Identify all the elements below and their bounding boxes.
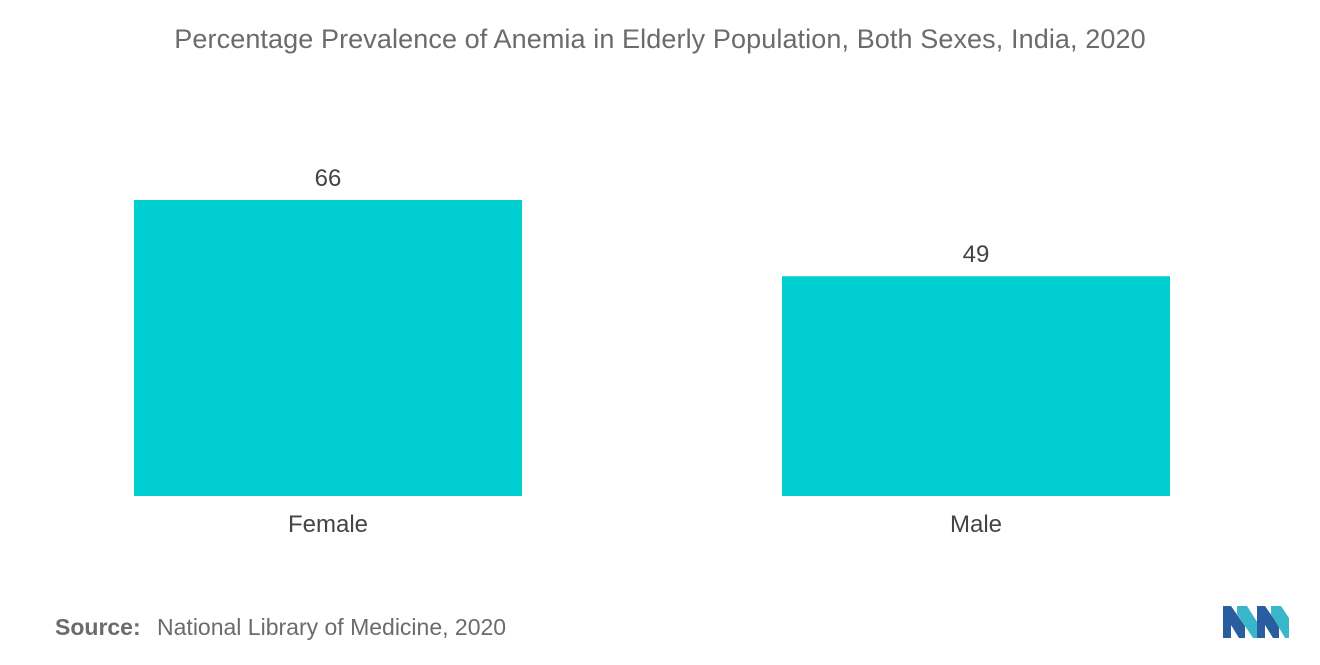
source-label: Source:	[55, 614, 141, 640]
x-tick-label-female: Female	[288, 511, 368, 538]
x-tick-label-male: Male	[950, 511, 1002, 538]
data-label-male: 49	[963, 241, 990, 268]
bar-female	[134, 200, 522, 496]
chart-title: Percentage Prevalence of Anemia in Elder…	[174, 24, 1146, 54]
bar-male	[782, 276, 1170, 496]
source-text: National Library of Medicine, 2020	[157, 614, 507, 640]
mordor-intelligence-logo-icon	[1223, 606, 1289, 638]
source-note: Source: National Library of Medicine, 20…	[55, 614, 506, 641]
data-label-female: 66	[315, 165, 342, 192]
